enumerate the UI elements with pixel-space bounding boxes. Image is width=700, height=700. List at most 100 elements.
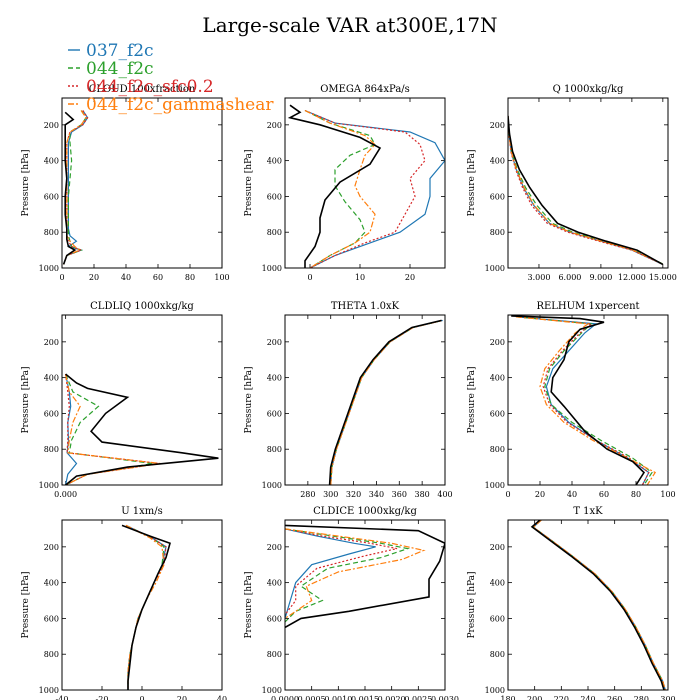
y-tick-label: 800 bbox=[490, 650, 505, 659]
legend: 037_f2c044_f2c044_f2c_sfc0.2044_f2c_gamm… bbox=[68, 41, 274, 115]
series-line-0 bbox=[304, 109, 445, 268]
x-tick-label: 0.000 bbox=[54, 490, 77, 499]
series-line-4 bbox=[508, 115, 664, 266]
x-tick-label: 320 bbox=[346, 490, 361, 499]
panel-4: THETA 1.0xK Pressure [hPa] 200 400 600 800 100… bbox=[244, 301, 453, 499]
series-line-3 bbox=[304, 109, 376, 268]
series-line-4 bbox=[511, 315, 646, 485]
figure-title: Large-scale VAR at300E,17N bbox=[202, 13, 497, 37]
series-line-3 bbox=[285, 528, 426, 619]
x-tick-label: 80 bbox=[631, 490, 641, 499]
y-tick-label: 1000 bbox=[262, 481, 282, 490]
panel-3: CLDLIQ 1000xkg/kg Pressure [hPa] 200 400 600… bbox=[21, 301, 223, 499]
y-tick-label: 1000 bbox=[39, 686, 59, 695]
y-tick-label: 200 bbox=[267, 543, 282, 552]
y-axis-label: Pressure [hPa] bbox=[467, 149, 477, 216]
series-line-0 bbox=[532, 520, 666, 690]
panel-7: CLDICE 1000xkg/kg Pressure [hPa] 200 400 600… bbox=[244, 506, 459, 700]
x-tick-label: 220 bbox=[554, 695, 569, 700]
series-line-4 bbox=[328, 319, 442, 485]
y-tick-label: 1000 bbox=[485, 264, 505, 273]
y-tick-label: 200 bbox=[490, 121, 505, 130]
panel-frame bbox=[507, 97, 669, 269]
x-tick-label: 0.0025 bbox=[404, 695, 432, 700]
y-axis-label: Pressure [hPa] bbox=[21, 366, 31, 433]
series-line-1 bbox=[65, 373, 153, 485]
series-line-2 bbox=[304, 109, 426, 268]
series-line-1 bbox=[304, 109, 376, 268]
panel-frame bbox=[507, 519, 669, 691]
x-tick-label: 0.0005 bbox=[298, 695, 326, 700]
panel-title: CLDICE 1000xkg/kg bbox=[313, 506, 417, 517]
y-tick-label: 400 bbox=[44, 374, 59, 383]
legend-label: 044_f2c bbox=[86, 59, 154, 79]
x-tick-label: 80 bbox=[185, 273, 195, 282]
series-line-1 bbox=[285, 528, 411, 623]
y-axis-label: Pressure [hPa] bbox=[244, 149, 254, 216]
x-tick-label: 380 bbox=[415, 490, 430, 499]
y-axis-label: Pressure [hPa] bbox=[244, 571, 254, 638]
y-tick-label: 600 bbox=[267, 409, 282, 418]
y-tick-label: 200 bbox=[44, 543, 59, 552]
y-tick-label: 200 bbox=[44, 338, 59, 347]
panel-2: Q 1000xkg/kg Pressure [hPa] 200 400 600 800 10… bbox=[467, 84, 677, 282]
x-tick-label: -40 bbox=[56, 695, 69, 700]
x-tick-label: 260 bbox=[607, 695, 622, 700]
series-line-4 bbox=[65, 373, 219, 485]
y-tick-label: 600 bbox=[267, 192, 282, 201]
y-tick-label: 1000 bbox=[262, 264, 282, 273]
x-tick-label: 280 bbox=[300, 490, 315, 499]
y-tick-label: 600 bbox=[490, 192, 505, 201]
panel-frame bbox=[61, 97, 223, 269]
x-tick-label: 0 bbox=[139, 695, 144, 700]
y-tick-label: 800 bbox=[490, 445, 505, 454]
legend-label: 044_f2c_sfc0.2 bbox=[86, 77, 214, 97]
series-line-3 bbox=[63, 110, 87, 265]
x-tick-label: 60 bbox=[599, 490, 609, 499]
x-tick-label: 240 bbox=[580, 695, 595, 700]
x-tick-label: 12.000 bbox=[618, 273, 646, 282]
x-tick-label: 180 bbox=[500, 695, 515, 700]
series-line-4 bbox=[287, 104, 382, 268]
panel-title: CLDLIQ 1000xkg/kg bbox=[90, 301, 194, 312]
x-tick-label: 40 bbox=[217, 695, 227, 700]
series-line-4 bbox=[121, 524, 171, 690]
y-tick-label: 800 bbox=[44, 228, 59, 237]
x-tick-label: 0 bbox=[505, 490, 510, 499]
panel-title: CLOUD 100xfraction bbox=[89, 84, 196, 95]
series-line-0 bbox=[285, 528, 376, 619]
x-tick-label: 280 bbox=[634, 695, 649, 700]
panel-frame bbox=[284, 519, 446, 691]
panel-title: OMEGA 864xPa/s bbox=[320, 84, 410, 95]
series-line-4 bbox=[530, 520, 665, 690]
panel-title: Q 1000xkg/kg bbox=[553, 84, 624, 95]
x-tick-label: 20 bbox=[177, 695, 187, 700]
panel-title: THETA 1.0xK bbox=[331, 301, 400, 312]
series-line-4 bbox=[62, 111, 77, 265]
y-tick-label: 800 bbox=[44, 445, 59, 454]
y-axis-label: Pressure [hPa] bbox=[467, 571, 477, 638]
series-line-3 bbox=[508, 115, 664, 265]
panel-frame bbox=[507, 314, 669, 486]
y-axis-label: Pressure [hPa] bbox=[467, 366, 477, 433]
series-line-1 bbox=[532, 520, 666, 690]
x-tick-label: 3.000 bbox=[528, 273, 551, 282]
y-tick-label: 600 bbox=[44, 614, 59, 623]
x-tick-label: 0.0030 bbox=[431, 695, 459, 700]
y-axis-label: Pressure [hPa] bbox=[244, 366, 254, 433]
x-tick-label: 6.000 bbox=[558, 273, 581, 282]
series-line-2 bbox=[285, 528, 398, 616]
x-tick-label: 0 bbox=[307, 273, 312, 282]
y-tick-label: 600 bbox=[490, 614, 505, 623]
legend-label: 037_f2c bbox=[86, 41, 154, 61]
y-tick-label: 800 bbox=[490, 228, 505, 237]
y-tick-label: 400 bbox=[490, 157, 505, 166]
y-tick-label: 800 bbox=[267, 228, 282, 237]
series-line-2 bbox=[532, 520, 666, 690]
